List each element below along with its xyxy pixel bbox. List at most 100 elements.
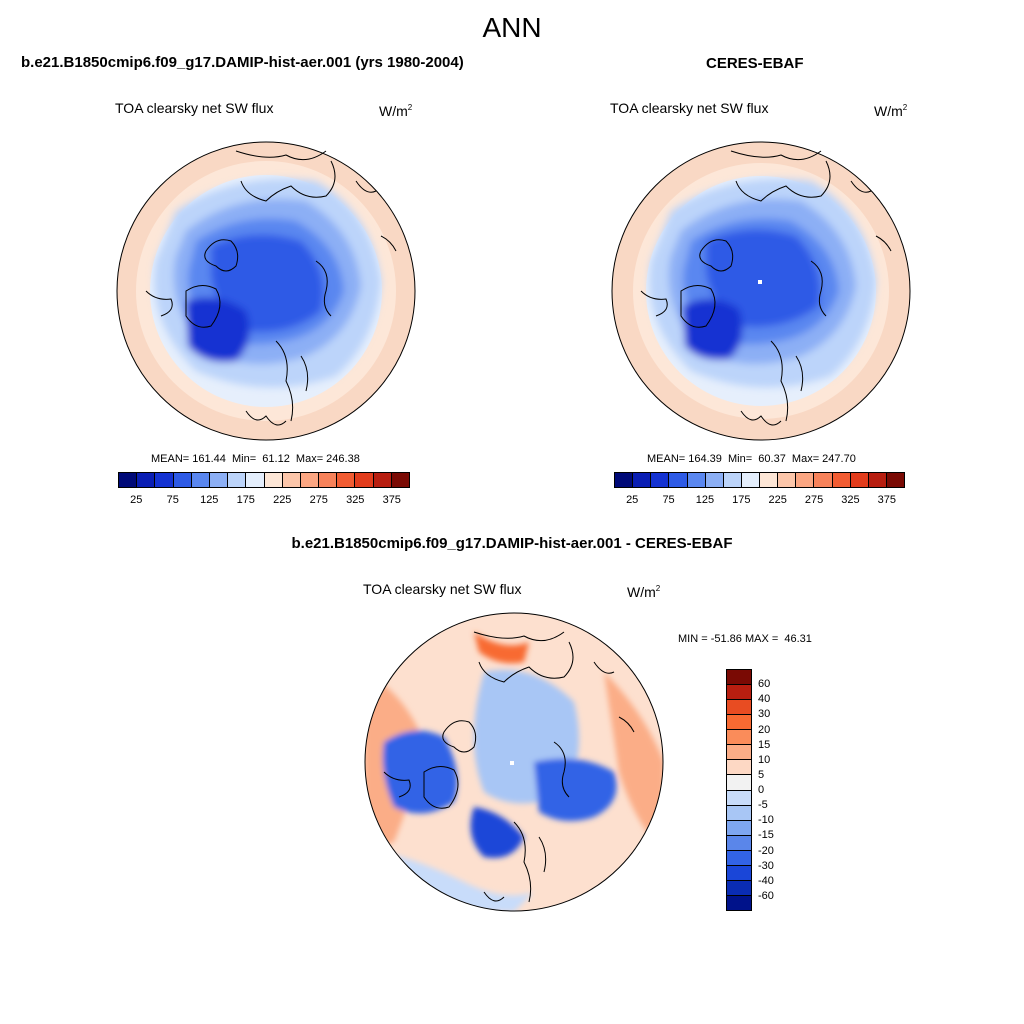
model-map-svg: [116, 141, 416, 441]
diff-colorbar: [726, 669, 752, 911]
obs-units-label: W/m2: [874, 103, 908, 119]
obs-case-title: CERES-EBAF: [706, 55, 804, 72]
colorbar-swatch: [778, 473, 797, 487]
colorbar-swatch: [727, 775, 751, 791]
colorbar-tick-label: -40: [758, 874, 774, 887]
colorbar-tick-label: 0: [758, 784, 765, 796]
colorbar-tick-label: 225: [273, 494, 292, 506]
colorbar-swatch: [727, 850, 751, 866]
obs-variable-label: TOA clearsky net SW flux: [610, 100, 769, 116]
diff-minmax: MIN = -51.86 MAX = 46.31: [678, 633, 812, 645]
colorbar-tick-label: 30: [758, 708, 771, 721]
colorbar-tick-label: 5: [758, 768, 765, 781]
colorbar-swatch: [155, 473, 174, 487]
colorbar-tick-label: 125: [200, 494, 219, 506]
band-deep-blue: [706, 229, 821, 327]
colorbar-swatch: [300, 473, 320, 487]
model-colorbar: [118, 472, 410, 488]
colorbar-tick-label: 175: [732, 494, 751, 506]
colorbar-swatch: [814, 473, 833, 487]
colorbar-swatch: [727, 820, 751, 836]
diff-polar-map: [364, 612, 664, 912]
colorbar-tick-label: 225: [768, 494, 787, 506]
colorbar-swatch: [760, 473, 779, 487]
obs-polar-map: [611, 141, 911, 441]
colorbar-swatch: [669, 473, 688, 487]
colorbar-swatch: [264, 473, 283, 487]
colorbar-swatch: [727, 805, 751, 821]
colorbar-swatch: [373, 473, 392, 487]
model-units-label: W/m2: [379, 103, 413, 119]
pole-missing-data: [758, 280, 762, 284]
diff-variable-label: TOA clearsky net SW flux: [363, 581, 522, 597]
map-border: [364, 612, 664, 912]
colorbar-swatch: [705, 473, 724, 487]
colorbar-swatch: [137, 473, 156, 487]
greenland-dark-blue: [186, 297, 250, 362]
colorbar-swatch: [727, 865, 751, 881]
obs-colorbar: [614, 472, 905, 488]
colorbar-swatch: [727, 715, 751, 731]
colorbar-tick-label: 25: [626, 494, 639, 506]
colorbar-tick-label: 325: [841, 494, 860, 506]
colorbar-tick-label: -5: [758, 799, 768, 812]
colorbar-swatch: [173, 473, 192, 487]
colorbar-swatch: [850, 473, 869, 487]
colorbar-tick-label: 175: [236, 494, 255, 506]
colorbar-swatch: [391, 473, 409, 487]
colorbar-swatch: [246, 473, 265, 487]
colorbar-tick-label: 275: [804, 494, 824, 506]
colorbar-swatch: [727, 895, 751, 910]
colorbar-swatch: [832, 473, 851, 487]
colorbar-swatch: [337, 473, 356, 487]
model-polar-map: [116, 141, 416, 441]
diff-case-title: b.e21.B1850cmip6.f09_g17.DAMIP-hist-aer.…: [291, 535, 733, 552]
colorbar-swatch: [868, 473, 887, 487]
colorbar-swatch: [727, 730, 751, 746]
colorbar-swatch: [741, 473, 760, 487]
colorbar-swatch: [282, 473, 301, 487]
obs-colorbar-ticks: 25 75 125 175 225 275 325 375: [614, 494, 905, 508]
pole-missing-data: [510, 761, 514, 765]
colorbar-swatch: [727, 670, 751, 686]
colorbar-swatch: [727, 880, 751, 896]
colorbar-swatch: [727, 790, 751, 806]
colorbar-tick-label: -10: [758, 814, 774, 827]
colorbar-tick-label: 10: [758, 753, 771, 766]
colorbar-tick-label: 125: [695, 494, 715, 506]
colorbar-tick-label: 15: [758, 738, 771, 751]
colorbar-swatch: [727, 700, 751, 716]
colorbar-swatch: [319, 473, 338, 487]
colorbar-tick-label: -30: [758, 859, 774, 872]
plot-main-title: ANN: [482, 12, 542, 43]
colorbar-tick-label: -20: [758, 844, 774, 857]
colorbar-tick-label: 20: [758, 723, 771, 736]
model-case-title: b.e21.B1850cmip6.f09_g17.DAMIP-hist-aer.…: [21, 54, 464, 71]
map-border: [116, 141, 416, 441]
colorbar-tick-label: 275: [309, 494, 328, 506]
colorbar-tick-label: 75: [662, 494, 675, 506]
colorbar-swatch: [228, 473, 247, 487]
negative-anomaly-east: [534, 758, 617, 821]
colorbar-swatch: [727, 835, 751, 851]
model-stats: MEAN= 161.44 Min= 61.12 Max= 246.38: [151, 453, 360, 465]
colorbar-swatch: [723, 473, 742, 487]
colorbar-tick-label: 325: [346, 494, 365, 506]
colorbar-swatch: [727, 760, 751, 776]
colorbar-swatch: [191, 473, 210, 487]
model-colorbar-ticks: 25 75 125 175 225 275 325 375: [118, 494, 410, 508]
map-border: [611, 141, 911, 441]
coastlines: [145, 150, 397, 426]
colorbar-swatch: [687, 473, 706, 487]
colorbar-tick-label: 375: [877, 494, 896, 506]
negative-anomaly-south: [470, 807, 524, 858]
diff-map-svg: [364, 612, 664, 912]
positive-anomaly-north: [474, 632, 529, 664]
colorbar-swatch: [615, 473, 634, 487]
colorbar-swatch: [796, 473, 815, 487]
colorbar-swatch: [355, 473, 374, 487]
diff-units-label: W/m2: [627, 584, 661, 600]
colorbar-tick-label: 25: [130, 494, 143, 506]
colorbar-swatch: [727, 745, 751, 761]
negative-anomaly-west: [382, 730, 458, 814]
